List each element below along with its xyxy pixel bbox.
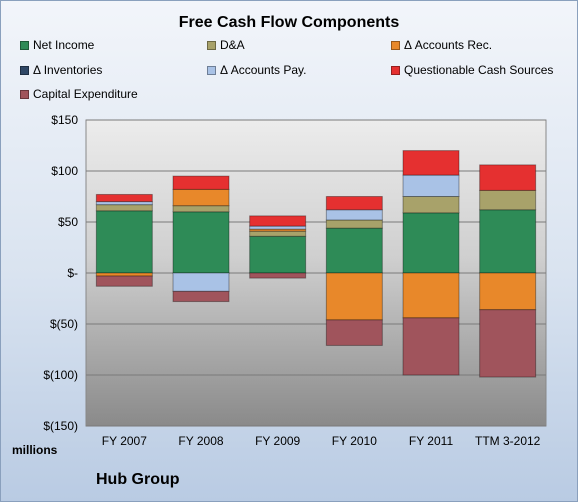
bar-segment [249,215,307,227]
bar-segment [402,317,460,376]
bar-segment [479,164,537,191]
legend-swatch-net-income [20,40,29,50]
bar-segment [95,275,153,287]
y-tick-label: $50 [58,215,78,229]
bar-segment [325,227,383,274]
legend-swatch-questionable-cash [391,65,400,75]
legend-item-questionable-cash: Questionable Cash Sources [391,63,553,77]
bar-segment [172,290,230,303]
legend-item-da: D&A [207,38,245,52]
bar-segment [479,309,537,378]
bar-segment [402,174,460,198]
y-tick-label: $100 [51,164,78,178]
y-tick-label: $(150) [43,419,78,433]
legend-item-net-income: Net Income [20,38,94,52]
bar-segment [402,272,460,319]
legend-label-capital-expenditure: Capital Expenditure [33,87,138,101]
company-label: Hub Group [96,471,180,488]
legend-item-accounts-rec: Δ Accounts Rec. [391,38,492,52]
chart-title: Free Cash Flow Components [178,14,400,31]
bar-segment [479,209,537,274]
legend-swatch-accounts-rec [391,40,400,50]
y-axis-unit-label: millions [12,443,58,457]
bar-segment [95,193,153,203]
x-tick-label: TTM 3-2012 [475,434,541,448]
legend-swatch-capital-expenditure [20,89,29,99]
bar-segment [402,150,460,176]
x-tick-label: FY 2007 [102,434,147,448]
bar-segment [325,209,383,221]
bar-segment [402,212,460,274]
x-tick-label: FY 2010 [332,434,377,448]
legend-label-net-income: Net Income [33,38,95,52]
bar-segment [172,175,230,190]
y-tick-label: $- [67,266,78,280]
x-tick-label: FY 2011 [409,434,454,448]
legend-label-accounts-rec: Δ Accounts Rec. [404,38,493,52]
x-tick-label: FY 2008 [178,434,223,448]
x-tick-label: FY 2009 [255,434,300,448]
bar-segment [479,189,537,211]
bar-segment [325,319,383,346]
legend-label-inventories: Δ Inventories [33,63,103,77]
bar-segment [95,210,153,274]
legend-label-questionable-cash: Questionable Cash Sources [404,63,554,77]
bar-segment [325,196,383,211]
legend-item-accounts-pay: Δ Accounts Pay. [207,63,307,77]
bar-segment [249,235,307,274]
bar-segment [172,188,230,207]
bar-segment [172,205,230,213]
bar-segment [479,272,537,311]
y-tick-label: $150 [51,113,78,127]
bar-segment [249,272,307,279]
y-tick-label: $(100) [43,368,78,382]
bar-segment [95,204,153,212]
legend-swatch-da [207,40,216,50]
bar-segment [172,211,230,274]
legend-item-inventories: Δ Inventories [20,63,102,77]
bar-segment [325,219,383,229]
bar-segment [325,272,383,321]
legend-item-capital-expenditure: Capital Expenditure [20,87,138,101]
bar-segment [249,230,307,237]
legend-swatch-inventories [20,65,29,75]
bar-segment [172,272,230,292]
bar-segment [402,196,460,214]
y-tick-label: $(50) [50,317,78,331]
legend-swatch-accounts-pay [207,65,216,75]
legend-label-da: D&A [220,38,245,52]
legend-label-accounts-pay: Δ Accounts Pay. [220,63,307,77]
